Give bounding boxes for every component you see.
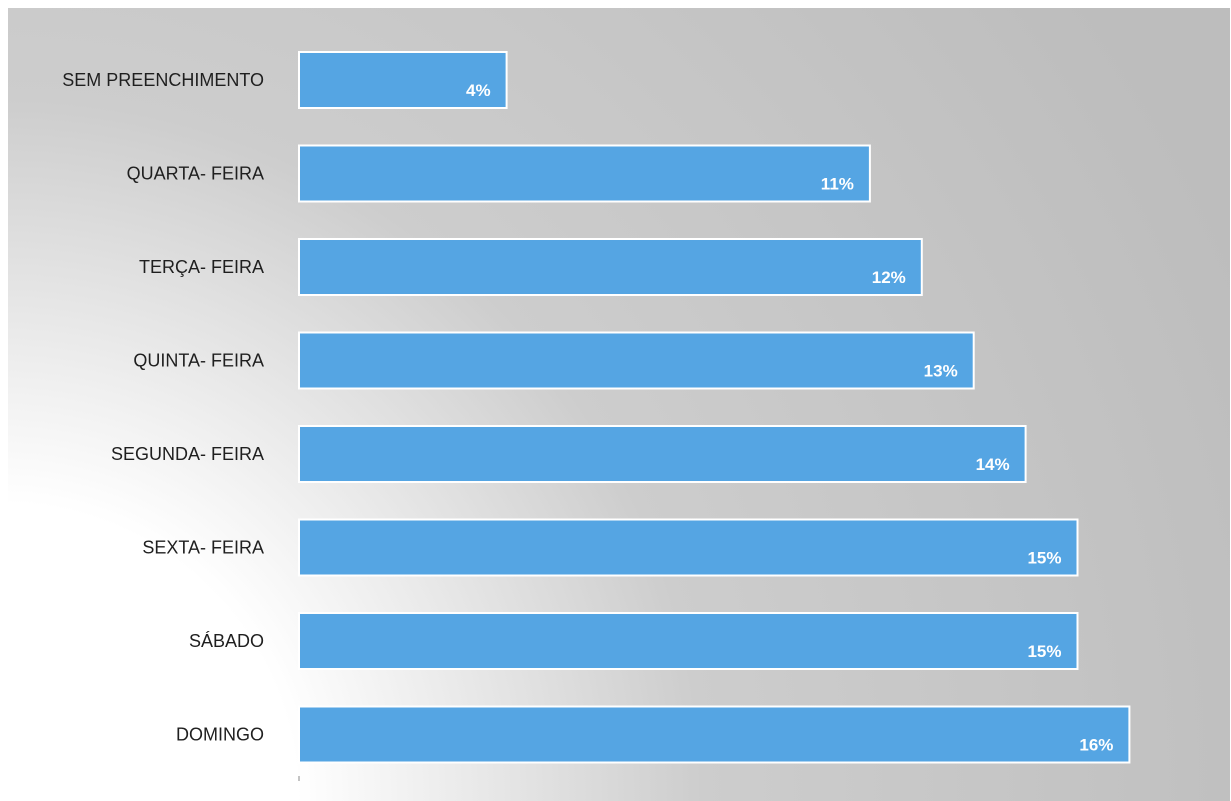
value-label: 12% bbox=[872, 268, 906, 287]
value-label: 11% bbox=[821, 175, 854, 194]
value-label: 13% bbox=[924, 362, 958, 381]
value-label: 16% bbox=[1079, 736, 1113, 755]
value-label: 15% bbox=[1027, 549, 1061, 568]
category-label: QUARTA- FEIRA bbox=[127, 164, 264, 184]
category-label: SEGUNDA- FEIRA bbox=[111, 444, 264, 464]
value-label: 14% bbox=[976, 455, 1010, 474]
value-label: 15% bbox=[1027, 642, 1061, 661]
bar-7 bbox=[298, 705, 1131, 764]
bar-6 bbox=[298, 612, 1079, 670]
bar-2 bbox=[298, 238, 923, 296]
bar-0 bbox=[298, 51, 508, 109]
bar-4 bbox=[298, 425, 1027, 483]
category-label: SEXTA- FEIRA bbox=[142, 538, 264, 558]
bar-3 bbox=[298, 331, 975, 390]
plot-background bbox=[8, 8, 1230, 801]
category-label: DOMINGO bbox=[176, 725, 264, 745]
category-label: SEM PREENCHIMENTO bbox=[62, 70, 264, 90]
category-label: SÁBADO bbox=[189, 631, 264, 651]
bar-1 bbox=[298, 144, 871, 203]
category-label: TERÇA- FEIRA bbox=[139, 257, 264, 277]
bar-5 bbox=[298, 518, 1079, 577]
category-label: QUINTA- FEIRA bbox=[133, 351, 264, 371]
value-label: 4% bbox=[466, 81, 491, 100]
